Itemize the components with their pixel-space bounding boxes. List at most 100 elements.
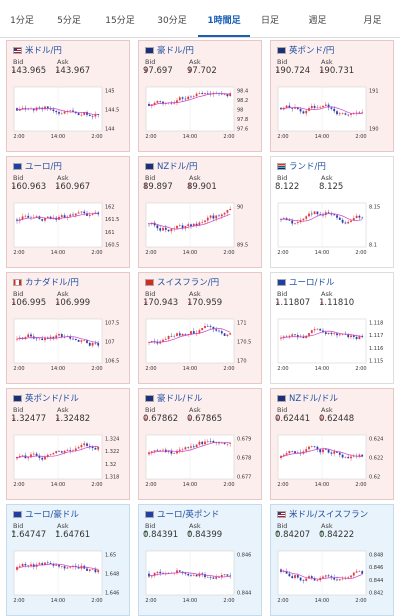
currency-card[interactable]: ランド/円 Bid Ask 8.122 8.125 8.15 8.1 2:00 14:00 2:0… [270, 156, 394, 268]
currency-card[interactable]: 豪ドル/円 Bid Ask ↓ 97.697 ↓ 97.702 98.4 98.2 98 97.8 9… [138, 40, 262, 152]
mini-chart[interactable]: 0.848 0.846 0.844 0.842 2:00 14:00 2:00 [275, 549, 389, 605]
pair-label: 英ポンド/円 [289, 46, 335, 56]
candle-body [330, 107, 333, 109]
candle-body [361, 217, 364, 219]
candle-body [285, 571, 288, 574]
ask-label: Ask [57, 406, 69, 414]
pair-name[interactable]: ユーロ/英ポンド [145, 508, 219, 520]
currency-card[interactable]: ユーロ/円 Bid Ask ↓ 160.963 ↓ 160.967 162 161.5 161 16… [6, 156, 130, 268]
arrow-down-icon: ↓ [187, 414, 193, 422]
candle-body [44, 456, 46, 460]
mini-chart[interactable]: 8.15 8.1 2:00 14:00 2:00 [275, 201, 389, 257]
moving-average-line [280, 213, 363, 222]
mini-chart[interactable]: 1.118 1.117 1.116 1.115 2:00 14:00 2:00 [275, 317, 389, 373]
mini-chart[interactable]: 1.324 1.322 1.32 1.318 2:00 14:00 2:00 [11, 433, 125, 489]
tab-5[interactable]: 日足 [260, 16, 279, 26]
pair-name[interactable]: スイスフラン/円 [145, 276, 219, 288]
pair-name[interactable]: ランド/円 [277, 160, 326, 172]
tab-3[interactable]: 30分足 [157, 16, 187, 26]
currency-card[interactable]: 米ドル/円 Bid Ask ↓ 143.965 ↓ 143.967 145 144.5 144 2:… [6, 40, 130, 152]
y-tick-label: 1.318 [105, 475, 119, 481]
moving-average-line [16, 213, 99, 221]
currency-card[interactable]: ユーロ/英ポンド Bid Ask ↑ 0.84391 ↑ 0.84399 0.846 0.844… [138, 504, 262, 616]
pair-name[interactable]: 米ドル/スイスフラン [277, 508, 368, 520]
mini-chart[interactable]: 107.5 107 106.5 2:00 14:00 2:00 [11, 317, 125, 373]
pair-label: ユーロ/ドル [289, 278, 335, 288]
candle-body [184, 333, 187, 335]
mini-chart[interactable]: 191 190 2:00 14:00 2:00 [275, 85, 389, 141]
mini-chart[interactable]: 90 89.5 2:00 14:00 2:00 [143, 201, 257, 257]
candle-body [285, 105, 288, 108]
candle-body [204, 93, 206, 94]
candle-body [181, 449, 184, 451]
mini-chart[interactable]: 162 161.5 161 160.5 2:00 14:00 2:00 [11, 201, 125, 257]
mini-chart[interactable]: 0.679 0.678 0.677 2:00 14:00 2:00 [143, 433, 257, 489]
mini-chart[interactable]: 145 144.5 144 2:00 14:00 2:00 [11, 85, 125, 141]
tab-6[interactable]: 週足 [308, 16, 327, 26]
currency-card[interactable]: カナダドル/円 Bid Ask ↓ 106.995 ↓ 106.999 107.5 107 106… [6, 272, 130, 384]
candle-body [280, 337, 282, 339]
candle-body [74, 565, 77, 567]
mini-chart[interactable]: 171 170.5 170 2:00 14:00 2:00 [143, 317, 257, 373]
pair-name[interactable]: ユーロ/ドル [277, 276, 334, 288]
candle-body [206, 441, 209, 442]
currency-card[interactable]: 英ポンド/ドル Bid Ask ↓ 1.32477 ↓ 1.32482 1.324 1.322 1… [6, 388, 130, 500]
candle-body [153, 450, 156, 452]
pair-name[interactable]: 豪ドル/ドル [145, 392, 202, 404]
candle-body [58, 564, 60, 567]
mini-chart[interactable]: 1.65 1.648 1.646 2:00 14:00 2:00 [11, 549, 125, 605]
arrow-up-icon: ↑ [187, 530, 193, 538]
pair-name[interactable]: 英ポンド/円 [277, 44, 334, 56]
tab-7[interactable]: 月足 [363, 16, 382, 26]
y-tick-label: 0.844 [369, 578, 383, 584]
candle-body [313, 329, 316, 331]
tab-2[interactable]: 15分足 [105, 16, 135, 26]
currency-card[interactable]: 豪ドル/ドル Bid Ask ↓ 0.67862 ↓ 0.67865 0.679 0.678 0.… [138, 388, 262, 500]
candle-body [63, 111, 66, 114]
tab-1[interactable]: 5分足 [57, 16, 81, 26]
pair-name[interactable]: NZドル/円 [145, 160, 198, 172]
y-tick-label: 107 [105, 340, 115, 346]
candle-body [291, 576, 294, 579]
tab-0[interactable]: 1分足 [10, 16, 34, 26]
pair-name[interactable]: ユーロ/豪ドル [13, 508, 79, 520]
currency-card[interactable]: 米ドル/スイスフラン Bid Ask ↑ 0.84207 ↑ 0.84222 0.848 0.8… [270, 504, 394, 616]
candle-body [336, 451, 338, 453]
y-tick-label: 0.678 [237, 456, 251, 462]
moving-average-line [16, 108, 99, 116]
pair-name[interactable]: 豪ドル/円 [145, 44, 194, 56]
mini-chart[interactable]: 0.846 0.844 2:00 14:00 2:00 [143, 549, 257, 605]
pair-name[interactable]: 英ポンド/ドル [13, 392, 79, 404]
currency-card[interactable]: ユーロ/ドル Bid Ask ↓ 1.11807 ↓ 1.11810 1.118 1.117 1.… [270, 272, 394, 384]
y-tick-label: 97.8 [237, 117, 248, 123]
candle-body [212, 326, 215, 330]
pair-name[interactable]: 米ドル/円 [13, 44, 62, 56]
candle-body [178, 97, 181, 101]
y-tick-label: 1.322 [105, 449, 119, 455]
bid-value: 1.32477 [11, 414, 47, 424]
pair-name[interactable]: ユーロ/円 [13, 160, 62, 172]
currency-card[interactable]: 英ポンド/円 Bid Ask ↓ 190.724 ↓ 190.731 191 190 2:00 14… [270, 40, 394, 152]
candle-body [220, 93, 223, 95]
nz-flag-icon [145, 162, 154, 170]
ask-value: 1.11810 [319, 298, 355, 308]
arrow-up-icon: ↑ [319, 530, 325, 538]
ask-value: 0.84222 [319, 530, 355, 540]
currency-card[interactable]: NZドル/円 Bid Ask ↓ 89.897 ↓ 89.901 90 89.5 2:00 14:0… [138, 156, 262, 268]
candle-body [327, 449, 330, 453]
bid-label: Bid [13, 522, 24, 530]
candle-body [148, 573, 150, 577]
candle-body [30, 564, 32, 567]
moving-average-line [148, 327, 231, 343]
currency-card[interactable]: スイスフラン/円 Bid Ask ↓ 170.943 ↓ 170.959 171 170.5 17… [138, 272, 262, 384]
currency-card[interactable]: NZドル/ドル Bid Ask ↓ 0.62441 ↓ 0.62448 0.624 0.622 0… [270, 388, 394, 500]
candle-body [187, 573, 190, 576]
mini-chart[interactable]: 98.4 98.2 98 97.8 97.6 2:00 14:00 2:00 [143, 85, 257, 141]
currency-card[interactable]: ユーロ/豪ドル Bid Ask ↑ 1.64747 ↑ 1.64761 1.65 1.648 1.… [6, 504, 130, 616]
arrow-down-icon: ↓ [143, 66, 149, 74]
mini-chart[interactable]: 0.624 0.622 0.62 2:00 14:00 2:00 [275, 433, 389, 489]
candle-body [333, 214, 336, 216]
pair-name[interactable]: カナダドル/円 [13, 276, 79, 288]
tab-4[interactable]: 1時間足 [198, 5, 250, 37]
pair-name[interactable]: NZドル/ドル [277, 392, 338, 404]
